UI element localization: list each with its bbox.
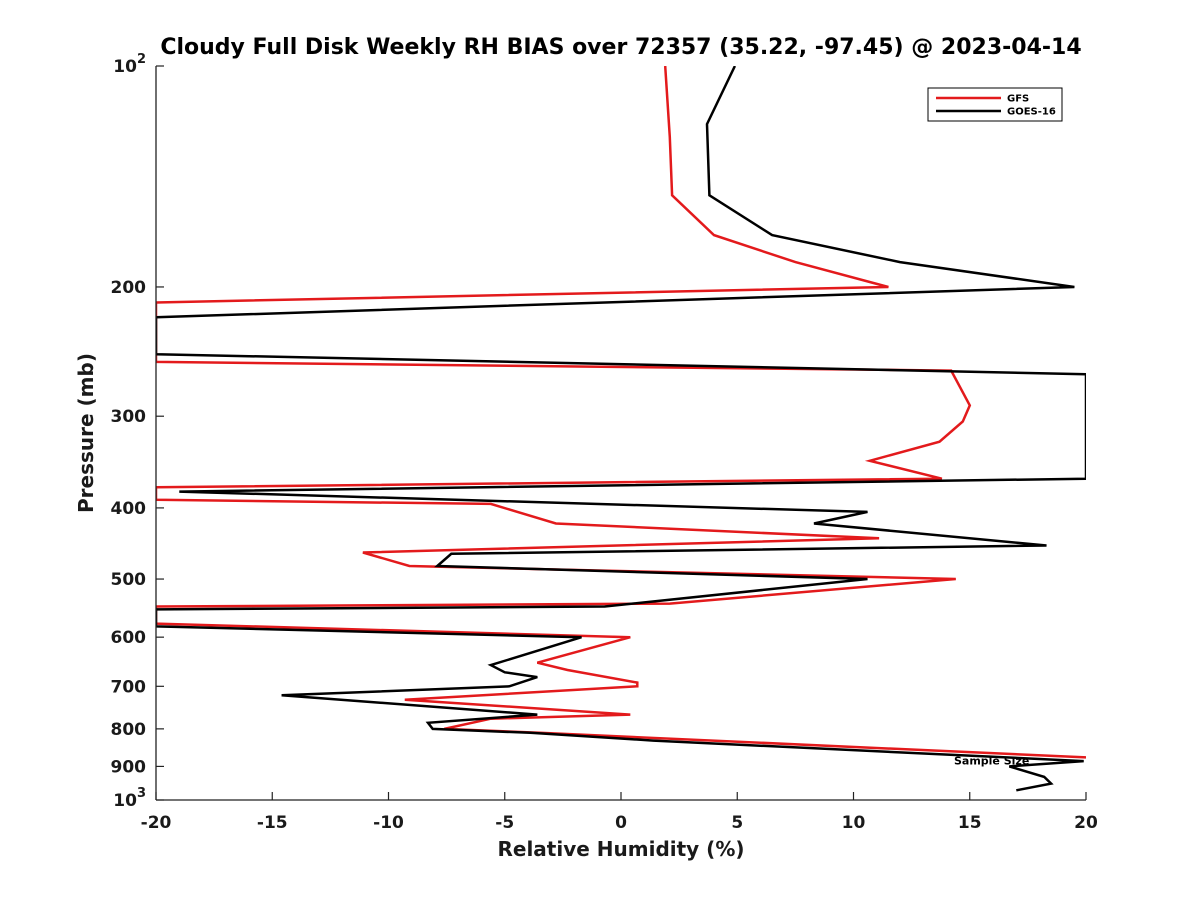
y-tick-label: 103 xyxy=(113,786,146,811)
y-tick-label: 400 xyxy=(111,499,147,519)
x-tick-label: -15 xyxy=(257,813,288,833)
series-line-goes-16 xyxy=(156,66,1086,792)
legend-label: GFS xyxy=(1007,94,1029,105)
x-tick-label: -20 xyxy=(141,813,172,833)
y-tick-label: 500 xyxy=(111,570,147,590)
x-tick-label: 0 xyxy=(615,813,627,833)
y-tick-label: 700 xyxy=(111,677,147,697)
x-tick-label: -5 xyxy=(495,813,514,833)
x-tick-label: 10 xyxy=(842,813,866,833)
chart-title: Cloudy Full Disk Weekly RH BIAS over 723… xyxy=(160,35,1081,60)
sample-size-annotation: Sample Size xyxy=(954,754,1029,767)
series-line-gfs xyxy=(156,66,1086,759)
y-tick-label: 600 xyxy=(111,628,147,648)
legend-label: GOES-16 xyxy=(1007,107,1056,118)
legend: GFS GOES-16 xyxy=(927,87,1063,122)
x-axis-label: Relative Humidity (%) xyxy=(497,837,744,861)
legend-box xyxy=(927,87,1063,122)
y-tick-label: 300 xyxy=(111,407,147,427)
x-tick-label: -10 xyxy=(373,813,404,833)
y-axis-ticks: 102 200 300 400 500 600 700 800 900 103 xyxy=(111,52,164,811)
x-axis-ticks: -20 -15 -10 -5 0 5 10 15 20 xyxy=(141,792,1098,833)
x-tick-label: 15 xyxy=(958,813,982,833)
y-tick-label: 900 xyxy=(111,757,147,777)
plot-series xyxy=(156,66,1086,792)
y-axis-label: Pressure (mb) xyxy=(74,353,98,513)
x-tick-label: 5 xyxy=(731,813,743,833)
y-tick-label: 200 xyxy=(111,278,147,298)
x-tick-label: 20 xyxy=(1074,813,1098,833)
y-tick-label: 102 xyxy=(113,52,146,77)
annotations: Sample Size xyxy=(954,754,1029,767)
y-tick-label: 800 xyxy=(111,720,147,740)
